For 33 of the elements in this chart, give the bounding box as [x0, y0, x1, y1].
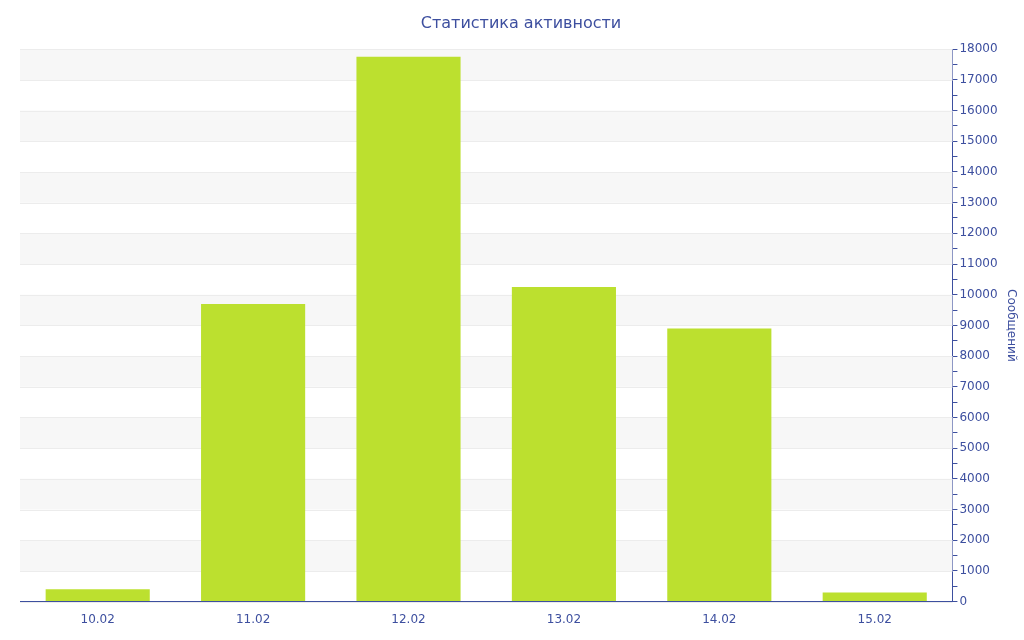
y-tick-label: 1000: [959, 563, 990, 578]
y-tick-label: 4000: [959, 470, 990, 485]
y-tick-label: 3000: [959, 501, 990, 516]
y-tick-label: 18000: [959, 41, 998, 56]
y-tick-label: 8000: [959, 348, 990, 363]
x-tick-label: 12.02: [391, 611, 426, 626]
chart-title: Статистика активности: [420, 12, 622, 32]
y-tick-label: 0: [959, 593, 968, 608]
y-tick-label: 15000: [959, 133, 998, 148]
y-tick-label: 14000: [959, 164, 998, 179]
y-axis-title: Сообщений: [1004, 289, 1019, 362]
y-tick-label: 10000: [959, 286, 998, 301]
y-tick-label: 2000: [959, 532, 990, 547]
y-tick-label: 12000: [959, 225, 998, 240]
bar: [667, 328, 772, 602]
bar: [822, 592, 927, 602]
y-tick-label: 5000: [959, 440, 990, 455]
y-tick-label: 6000: [959, 409, 990, 424]
x-tick-label: 11.02: [235, 611, 271, 626]
y-tick-label: 13000: [959, 194, 998, 209]
bar: [45, 589, 150, 602]
bar: [356, 56, 461, 602]
y-tick-label: 9000: [959, 317, 990, 332]
y-tick-label: 11000: [959, 256, 998, 271]
x-tick-label: 13.02: [546, 611, 582, 626]
y-tick-label: 17000: [959, 72, 998, 87]
y-tick-label: 16000: [959, 102, 998, 117]
bar: [201, 303, 306, 602]
x-tick-label: 10.02: [80, 611, 115, 626]
x-tick-label: 15.02: [857, 611, 892, 626]
x-tick-label: 14.02: [702, 611, 737, 626]
bar: [511, 287, 616, 602]
y-tick-label: 7000: [959, 378, 990, 393]
